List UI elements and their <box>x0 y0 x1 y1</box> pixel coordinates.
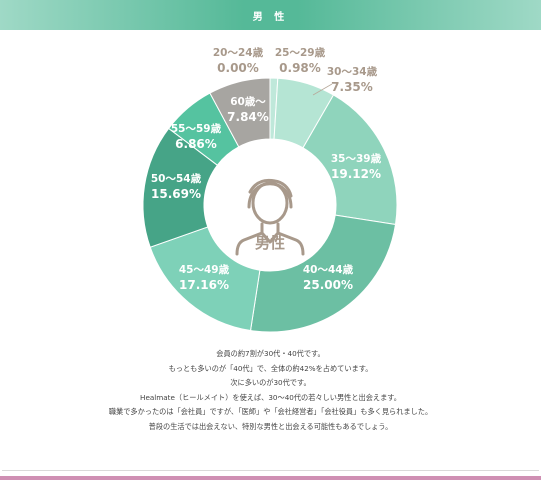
slice-value-20-24: 0.00% <box>217 61 259 75</box>
slice-60 <box>209 77 271 148</box>
accent-bar <box>0 476 541 480</box>
slice-label-35-39: 35～39歳 <box>331 152 382 165</box>
slice-labels: 20～24歳 0.00% 25～29歳 0.98% 30～34歳 7.35% 35～39歳 1… <box>151 46 382 292</box>
description-text: 会員の約7割が30代・40代です。もっとも多いのが「40代」で、全体の約42%を… <box>0 347 541 435</box>
slice-label-20-24: 20～24歳 <box>213 46 264 59</box>
leader-line-30-34 <box>312 83 333 96</box>
description-line: もっとも多いのが「40代」で、全体の約42%を占めています。 <box>168 363 373 373</box>
description-line: 会員の約7割が30代・40代です。 <box>216 349 325 358</box>
slice-value-60: 7.84% <box>227 110 269 124</box>
slice-value-30-34: 7.35% <box>331 80 373 94</box>
slice-value-25-29: 0.98% <box>279 61 321 75</box>
age-donut-chart: 男性 20～24歳 0.00% 25～29歳 0.98% 30～34歳 7.35% 35～3… <box>142 46 398 333</box>
slice-label-25-29: 25～29歳 <box>275 46 326 59</box>
slice-value-45-49: 17.16% <box>179 278 229 292</box>
description-line: 職業で多かったのは「会社員」ですが、「医師」や「会社経営者」「会社役員」も多く見… <box>108 407 433 417</box>
slice-value-40-44: 25.00% <box>303 278 353 292</box>
center-label: 男性 <box>255 234 285 252</box>
slice-label-60: 60歳～ <box>230 95 266 108</box>
slice-label-50-54: 50～54歳 <box>151 172 202 185</box>
slice-label-30-34: 30～34歳 <box>327 65 378 78</box>
description-line: 次に多いのが30代です。 <box>230 378 311 388</box>
slice-value-35-39: 19.12% <box>331 167 381 181</box>
slice-label-40-44: 40～44歳 <box>303 263 354 276</box>
header-title: 男 性 <box>252 11 289 23</box>
description-line: 普段の生活では出会えない、特別な男性と出会える可能性もあるでしょう。 <box>148 421 393 431</box>
slice-value-55-59: 6.86% <box>175 137 217 151</box>
donut-slices <box>142 77 398 333</box>
divider <box>2 470 539 471</box>
slice-value-50-54: 15.69% <box>151 187 201 201</box>
description-line: Healmate（ヒールメイト）を使えば、30～40代の若々しい男性と出会えます… <box>140 392 401 402</box>
slice-label-55-59: 55～59歳 <box>171 122 222 135</box>
donut-center <box>204 139 336 271</box>
slice-label-45-49: 45～49歳 <box>179 263 230 276</box>
chart-header: 男 性 <box>0 0 541 30</box>
male-person-icon <box>235 178 305 256</box>
